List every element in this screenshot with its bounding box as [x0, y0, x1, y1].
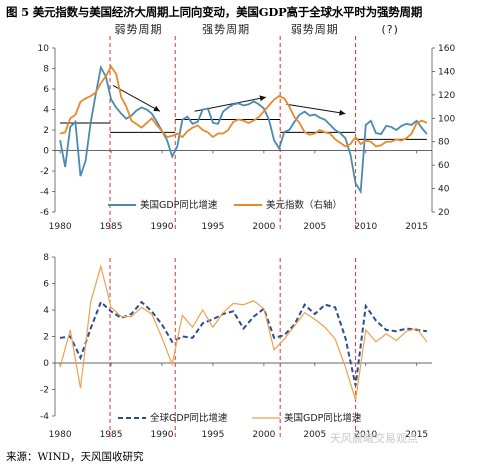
left-tick-label: 2: [43, 333, 49, 343]
left-tick-label: 2: [43, 126, 49, 136]
left-tick-label: -2: [40, 167, 49, 177]
left-tick-label: -2: [40, 386, 49, 396]
left-tick-label: -6: [40, 208, 49, 218]
x-tick-label: 1995: [201, 222, 224, 230]
x-tick-label: 2010: [354, 430, 377, 440]
left-tick-label: 4: [43, 106, 49, 116]
left-tick-label: 8: [43, 65, 49, 75]
legend-label: 美国GDP同比增速: [140, 199, 218, 211]
left-tick-label: 10: [38, 44, 50, 54]
legend-label: 全球GDP同比增速: [150, 412, 228, 424]
x-tick-label: 2000: [252, 222, 275, 230]
left-tick-label: 6: [43, 85, 49, 95]
x-tick-label: 1990: [151, 430, 174, 440]
right-tick-label: 160: [438, 44, 455, 54]
period-label: 弱势周期: [291, 23, 339, 36]
legend-label: 美国GDP同比增速: [284, 412, 362, 424]
right-tick-label: 140: [438, 67, 455, 77]
right-tick-label: 40: [438, 185, 450, 195]
left-tick-label: 6: [43, 280, 49, 290]
x-tick-label: 1985: [100, 222, 123, 230]
figure-title: 图 5 美元指数与美国经济大周期上同向变动，美国GDP高于全球水平时为强势周期: [6, 5, 423, 19]
left-tick-label: 0: [43, 359, 49, 369]
series-line-us-gdp: [59, 64, 428, 195]
x-tick-label: 1980: [49, 430, 72, 440]
x-tick-label: 2010: [354, 222, 377, 230]
x-tick-label: 2005: [303, 222, 326, 230]
right-tick-label: 80: [438, 138, 450, 148]
right-tick-label: 20: [438, 208, 450, 218]
source-note: 来源：WIND，天风国收研究: [6, 451, 144, 463]
left-tick-label: -4: [40, 188, 49, 198]
x-tick-label: 1995: [201, 430, 224, 440]
x-tick-label: 1985: [100, 430, 123, 440]
left-tick-label: 0: [43, 147, 49, 157]
x-tick-label: 2005: [303, 430, 326, 440]
x-tick-label: 1980: [49, 222, 72, 230]
period-label: (?): [382, 23, 399, 36]
period-label: 弱势周期: [115, 23, 163, 36]
top-chart: -6 -4 -2 0 2 4 6 8 10 20 40 60 80 100 120 140 160 1980 198…: [38, 23, 455, 230]
left-tick-label: 8: [43, 253, 49, 263]
left-tick-label: 4: [43, 306, 49, 316]
left-tick-label: -4: [40, 412, 49, 422]
x-tick-label: 2015: [405, 222, 428, 230]
x-tick-label: 2015: [405, 430, 428, 440]
right-tick-label: 100: [438, 114, 455, 124]
x-tick-label: 2000: [252, 430, 275, 440]
right-tick-label: 120: [438, 91, 455, 101]
trend-arrow: [112, 85, 161, 112]
series-line-global-gdp: [59, 300, 428, 386]
watermark-text: 天风晨曦交易观点: [330, 432, 418, 445]
x-tick-label: 1990: [151, 222, 174, 230]
right-tick-label: 60: [438, 161, 450, 171]
trend-arrow: [286, 103, 346, 116]
legend-label: 美元指数（右轴）: [266, 199, 342, 211]
series-line-us-gdp: [59, 263, 428, 401]
period-label: 强势周期: [202, 23, 250, 36]
series-line-dollar-index: [59, 65, 428, 148]
